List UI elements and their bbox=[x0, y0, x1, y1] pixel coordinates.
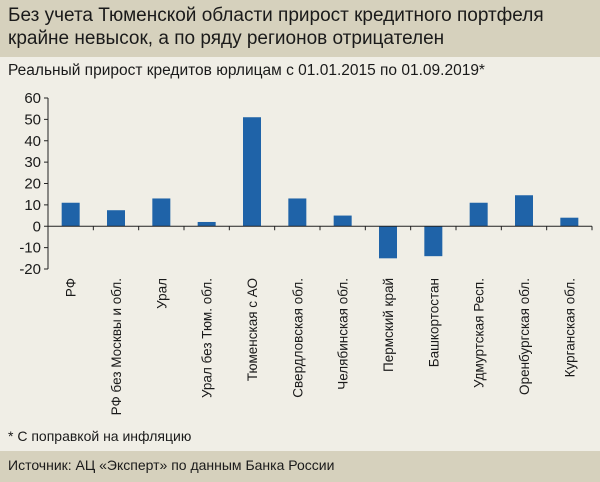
x-tick-label: Пермский край bbox=[381, 278, 396, 372]
x-tick-label: Оренбургская обл. bbox=[517, 278, 532, 395]
y-tick-label: 30 bbox=[24, 154, 41, 171]
bar bbox=[107, 210, 125, 227]
x-tick-label: Тюменская с АО bbox=[245, 278, 260, 381]
chart-title: Реальный прирост кредитов юрлицам с 01.0… bbox=[8, 62, 485, 79]
x-tick-label: РФ bbox=[64, 278, 79, 297]
bar bbox=[61, 202, 80, 227]
bar bbox=[152, 198, 171, 227]
y-tick-label: -20 bbox=[19, 261, 41, 278]
bar bbox=[515, 195, 533, 227]
y-tick-label: 0 bbox=[33, 218, 41, 235]
y-tick-label: 40 bbox=[24, 133, 41, 150]
bar bbox=[379, 226, 397, 259]
x-tick-label: Курганская обл. bbox=[562, 278, 577, 377]
x-tick-label: Челябинская обл. bbox=[336, 278, 351, 390]
bar bbox=[333, 215, 352, 227]
footnote: * С поправкой на инфляцию bbox=[8, 428, 192, 444]
y-tick-label: -10 bbox=[19, 240, 41, 257]
bar bbox=[243, 117, 261, 227]
source-bar bbox=[0, 451, 600, 482]
bar bbox=[424, 226, 443, 257]
x-tick-label: Свердловская обл. bbox=[290, 278, 305, 398]
bar bbox=[288, 198, 307, 227]
y-tick-label: 20 bbox=[24, 176, 41, 193]
page-title: Без учета Тюменской области прирост кред… bbox=[8, 5, 544, 49]
y-tick-label: 10 bbox=[24, 197, 41, 214]
title-bar bbox=[0, 0, 600, 57]
bar bbox=[560, 217, 579, 227]
bar bbox=[197, 221, 216, 227]
y-tick-label: 50 bbox=[24, 111, 41, 128]
source-note: Источник: АЦ «Эксперт» по данным Банка Р… bbox=[8, 457, 335, 473]
x-tick-label: РФ без Москвы и обл. bbox=[109, 278, 124, 415]
x-tick-label: Башкортостан bbox=[426, 278, 441, 367]
bar bbox=[469, 202, 488, 227]
x-tick-label: Урал без Тюм. обл. bbox=[200, 278, 215, 398]
x-tick-label: Урал bbox=[154, 278, 169, 309]
x-tick-label: Удмуртская Респ. bbox=[472, 278, 487, 388]
y-tick-label: 60 bbox=[24, 90, 41, 107]
